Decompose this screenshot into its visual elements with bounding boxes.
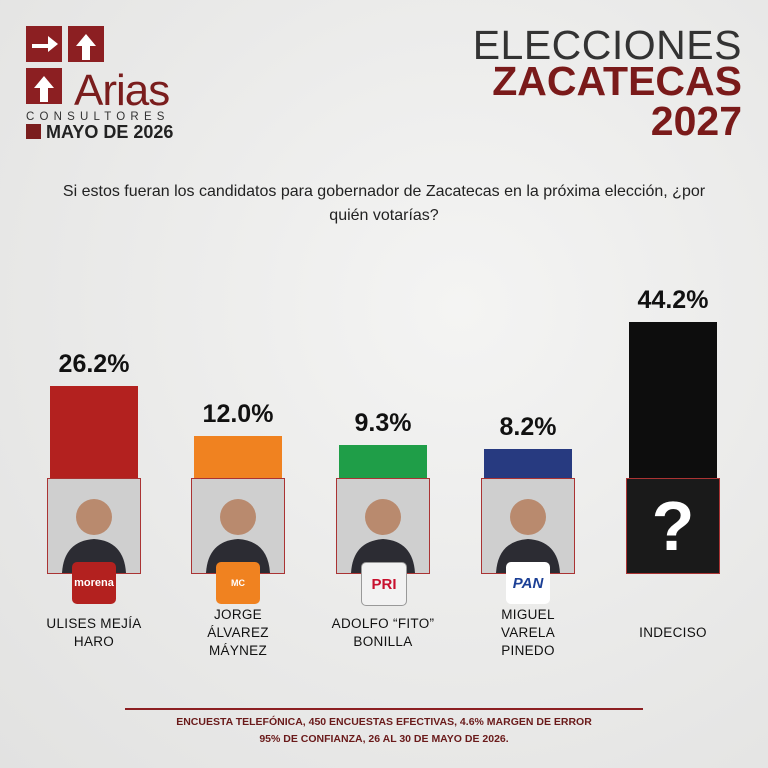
value-label: 12.0%	[202, 399, 274, 428]
footer-line: 95% DE CONFIANZA, 26 AL 30 DE MAYO DE 20…	[259, 733, 509, 745]
undecided-symbol: ?	[651, 487, 695, 565]
brand-sub: CONSULTORES	[26, 111, 170, 123]
bar	[194, 435, 282, 478]
photo: ?	[626, 478, 720, 574]
title: ELECCIONES	[472, 22, 742, 68]
title: ZACATECAS	[492, 58, 742, 104]
photo-silhouette	[192, 479, 284, 573]
brand: Arias	[74, 66, 170, 115]
bar	[50, 385, 138, 478]
candidate-name: INDECISO	[639, 625, 707, 640]
candidate-name: MIGUEL VARELA PINEDO	[500, 607, 556, 658]
candidate: 8.2% PAN MIGUEL VARELA PINEDO	[458, 0, 598, 768]
candidate: 26.2% morena ULISES MEJÍA HARO	[24, 0, 164, 768]
value-label: 8.2%	[499, 413, 557, 442]
party-logo: PRI	[361, 562, 407, 606]
photo	[191, 478, 285, 574]
candidate: 44.2%? INDECISO	[603, 0, 743, 768]
photo-silhouette	[482, 479, 574, 573]
question: Si estos fueran los candidatos para gobe…	[62, 183, 706, 224]
value-label: 9.3%	[354, 409, 412, 438]
footer-line: ENCUESTA TELEFÓNICA, 450 ENCUESTAS EFECT…	[176, 716, 592, 728]
title: 2027	[650, 98, 742, 144]
value-label: 26.2%	[58, 349, 130, 378]
photo	[481, 478, 575, 574]
photo	[47, 478, 141, 574]
candidate: 9.3% PRI ADOLFO “FITO” BONILLA	[313, 0, 453, 768]
value-label: 44.2%	[637, 285, 709, 314]
logo-arrows	[32, 34, 96, 102]
bar	[629, 321, 717, 478]
photo	[336, 478, 430, 574]
bar	[484, 449, 572, 478]
candidate-name: ADOLFO “FITO” BONILLA	[331, 616, 435, 649]
party-logo: morena	[72, 562, 116, 604]
photo-silhouette	[337, 479, 429, 573]
photo-silhouette	[48, 479, 140, 573]
party-logo: PAN	[506, 562, 550, 604]
candidate: 12.0% MC JORGE ÁLVAREZ MÁYNEZ	[168, 0, 308, 768]
date-square	[26, 124, 41, 139]
candidate-name: JORGE ÁLVAREZ MÁYNEZ	[207, 607, 269, 658]
date: MAYO DE 2026	[46, 122, 174, 142]
party-logo: MC	[216, 562, 260, 604]
footer-rule	[125, 708, 643, 710]
bar	[339, 445, 427, 478]
candidate-name: ULISES MEJÍA HARO	[46, 616, 142, 649]
